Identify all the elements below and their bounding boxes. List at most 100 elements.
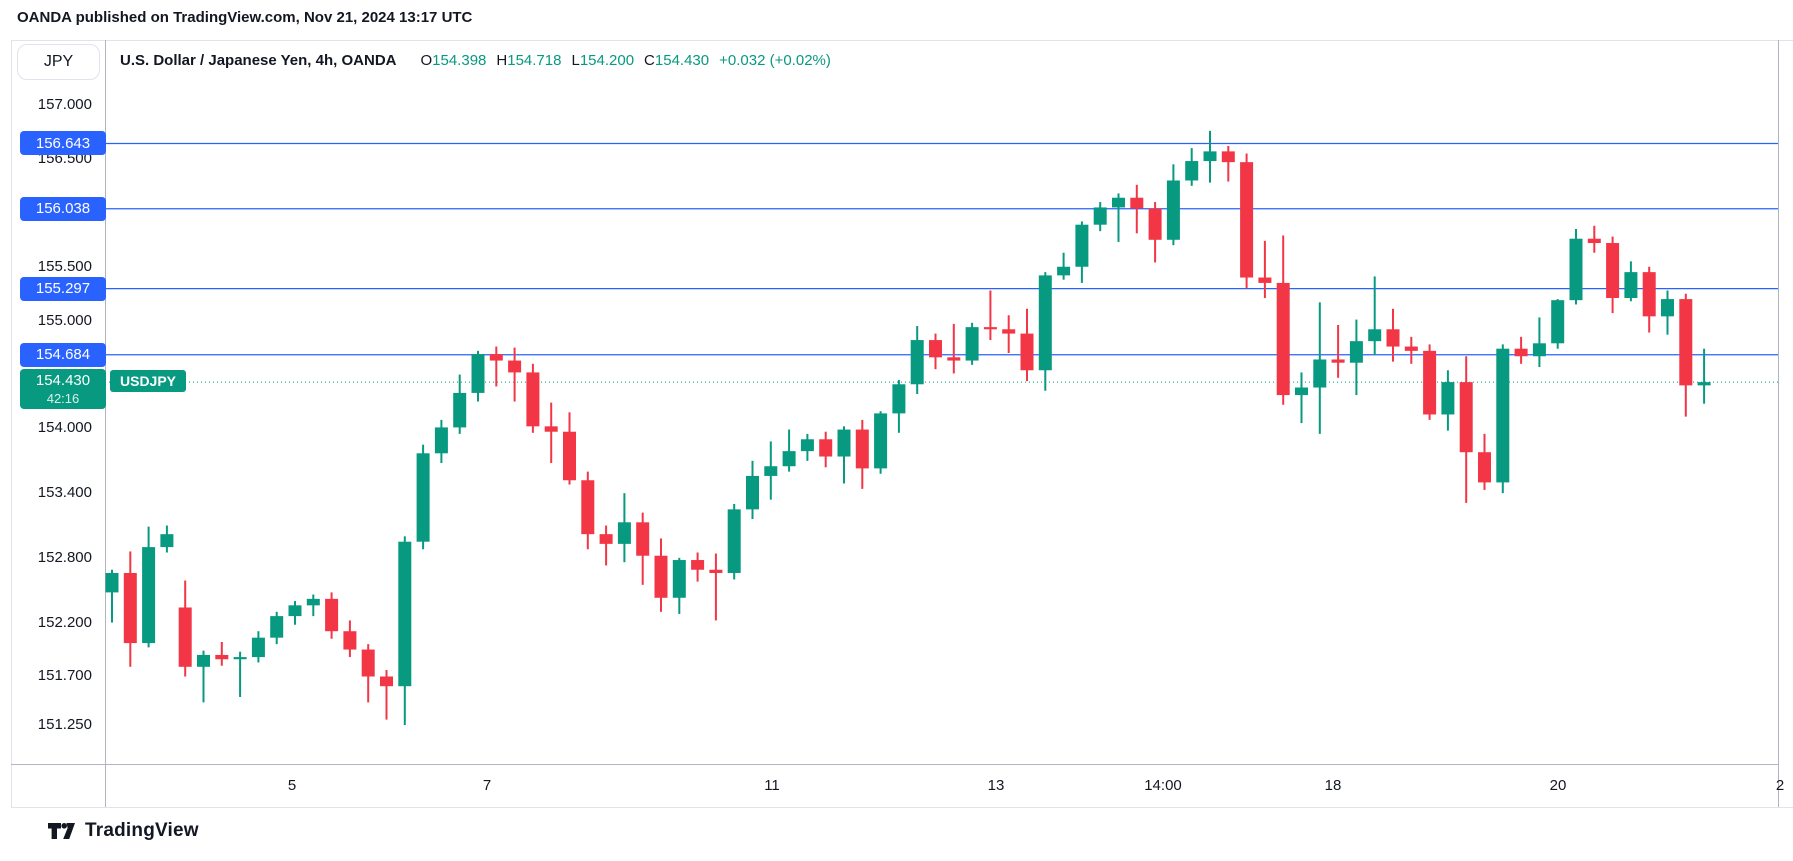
- candle-body: [288, 605, 302, 617]
- price-axis-label: 151.250: [37, 716, 92, 734]
- price-axis-label: 152.200: [37, 613, 92, 631]
- candle-body: [672, 560, 686, 598]
- candle-body: [1203, 151, 1217, 162]
- high-label: H: [496, 51, 508, 69]
- candle-body: [1130, 197, 1144, 209]
- footer-brand-bar: TradingView: [48, 820, 199, 842]
- candle-body: [892, 384, 906, 414]
- candle-body: [1532, 343, 1546, 357]
- price-axis-label: 154.000: [37, 419, 92, 437]
- candle-body: [508, 360, 522, 373]
- candle-body: [1313, 359, 1327, 388]
- candle-body: [782, 451, 796, 467]
- tradingview-brand[interactable]: TradingView: [85, 820, 199, 841]
- candle-body: [1148, 208, 1162, 240]
- candle-body: [1606, 243, 1620, 299]
- chart-legend: U.S. Dollar / Japanese Yen, 4h, OANDA O …: [120, 48, 831, 72]
- candle-body: [489, 354, 503, 361]
- candle-body: [251, 637, 265, 658]
- chart-title[interactable]: U.S. Dollar / Japanese Yen, 4h, OANDA: [120, 51, 397, 69]
- candle-wick: [1538, 317, 1541, 368]
- high-value: 154.718: [507, 51, 562, 69]
- price-axis-label: 155.000: [37, 311, 92, 329]
- candle-body: [1404, 346, 1418, 351]
- candle-body: [1624, 272, 1638, 299]
- candle-body: [1057, 266, 1071, 276]
- candle-wick: [202, 650, 205, 703]
- candle-body: [1240, 162, 1254, 278]
- time-axis-label: 20: [1549, 777, 1567, 794]
- candle-wick: [1373, 276, 1376, 356]
- candle-body: [343, 631, 357, 650]
- candle-wick: [550, 402, 553, 463]
- change-value: +0.032 (+0.02%): [719, 51, 831, 69]
- candle-body: [123, 572, 137, 644]
- candle-wick: [605, 525, 608, 566]
- time-axis-label: 11: [764, 777, 780, 794]
- candle-body: [1642, 272, 1656, 317]
- close-value: 154.430: [654, 51, 710, 69]
- candle-wick: [495, 346, 498, 387]
- candle-wick: [989, 290, 992, 341]
- candle-body: [764, 466, 778, 476]
- price-axis-label: 151.700: [37, 667, 92, 685]
- candlestick-chart[interactable]: [0, 40, 1793, 861]
- candle-body: [434, 427, 448, 454]
- candle-body: [1038, 275, 1052, 371]
- price-axis-label: 157.000: [37, 96, 92, 113]
- candle-wick: [788, 429, 791, 472]
- candle-body: [837, 429, 851, 457]
- candle-body: [361, 649, 375, 677]
- candle-body: [1020, 333, 1034, 371]
- candle-body: [1112, 197, 1125, 208]
- candle-body: [306, 598, 320, 606]
- candle-body: [1569, 238, 1583, 301]
- candle-body: [544, 426, 558, 432]
- price-level-badge: 154.684: [20, 342, 106, 367]
- candle-body: [947, 357, 961, 361]
- candle-body: [1295, 387, 1308, 396]
- publisher-header: OANDA published on TradingView.com, Nov …: [17, 9, 473, 26]
- candle-body: [691, 560, 705, 570]
- candle-body: [709, 569, 723, 573]
- candle-body: [270, 616, 284, 638]
- candle-body: [746, 475, 759, 510]
- candle-body: [599, 534, 613, 544]
- price-level-badge: 156.643: [20, 131, 106, 156]
- candle-body: [1496, 348, 1510, 483]
- candle-body: [1679, 299, 1693, 386]
- candle-body: [1661, 299, 1674, 317]
- candle-body: [855, 429, 869, 469]
- price-level-badge: 156.038: [20, 196, 106, 221]
- candle-body: [1478, 452, 1491, 483]
- candle-body: [325, 598, 339, 632]
- candle-body: [800, 439, 814, 452]
- candle-wick: [714, 553, 717, 621]
- candle-body: [874, 413, 888, 469]
- candle-body: [471, 354, 485, 393]
- candle-body: [453, 392, 467, 428]
- candle-body: [654, 555, 668, 598]
- candle-body: [1075, 224, 1089, 267]
- candle-wick: [513, 347, 516, 402]
- time-axis-label: 14:00: [1144, 777, 1182, 794]
- candle-body: [819, 439, 833, 457]
- bar-countdown: 42:16: [46, 391, 80, 407]
- candle-body: [526, 372, 540, 427]
- chart-panel: JPY U.S. Dollar / Japanese Yen, 4h, OAND…: [0, 40, 1793, 861]
- candle-body: [983, 327, 997, 330]
- candle-body: [1423, 350, 1437, 415]
- candle-body: [1093, 207, 1107, 225]
- candle-body: [142, 547, 156, 644]
- price-axis-label: 155.500: [37, 257, 92, 275]
- candle-wick: [952, 323, 955, 374]
- candle-wick: [111, 569, 113, 623]
- candle-wick: [239, 651, 242, 697]
- candle-wick: [1263, 240, 1266, 299]
- price-axis-label: 153.400: [37, 484, 92, 502]
- candle-body: [416, 453, 430, 542]
- candle-wick: [385, 670, 388, 720]
- candle-body: [1697, 382, 1711, 386]
- symbol-chip[interactable]: JPY: [17, 44, 100, 80]
